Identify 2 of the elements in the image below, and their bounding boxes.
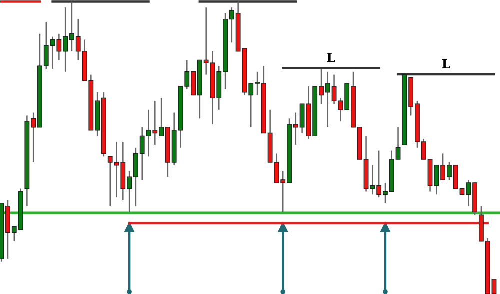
annotation: L [327, 53, 336, 62]
annotation: L [442, 59, 450, 68]
